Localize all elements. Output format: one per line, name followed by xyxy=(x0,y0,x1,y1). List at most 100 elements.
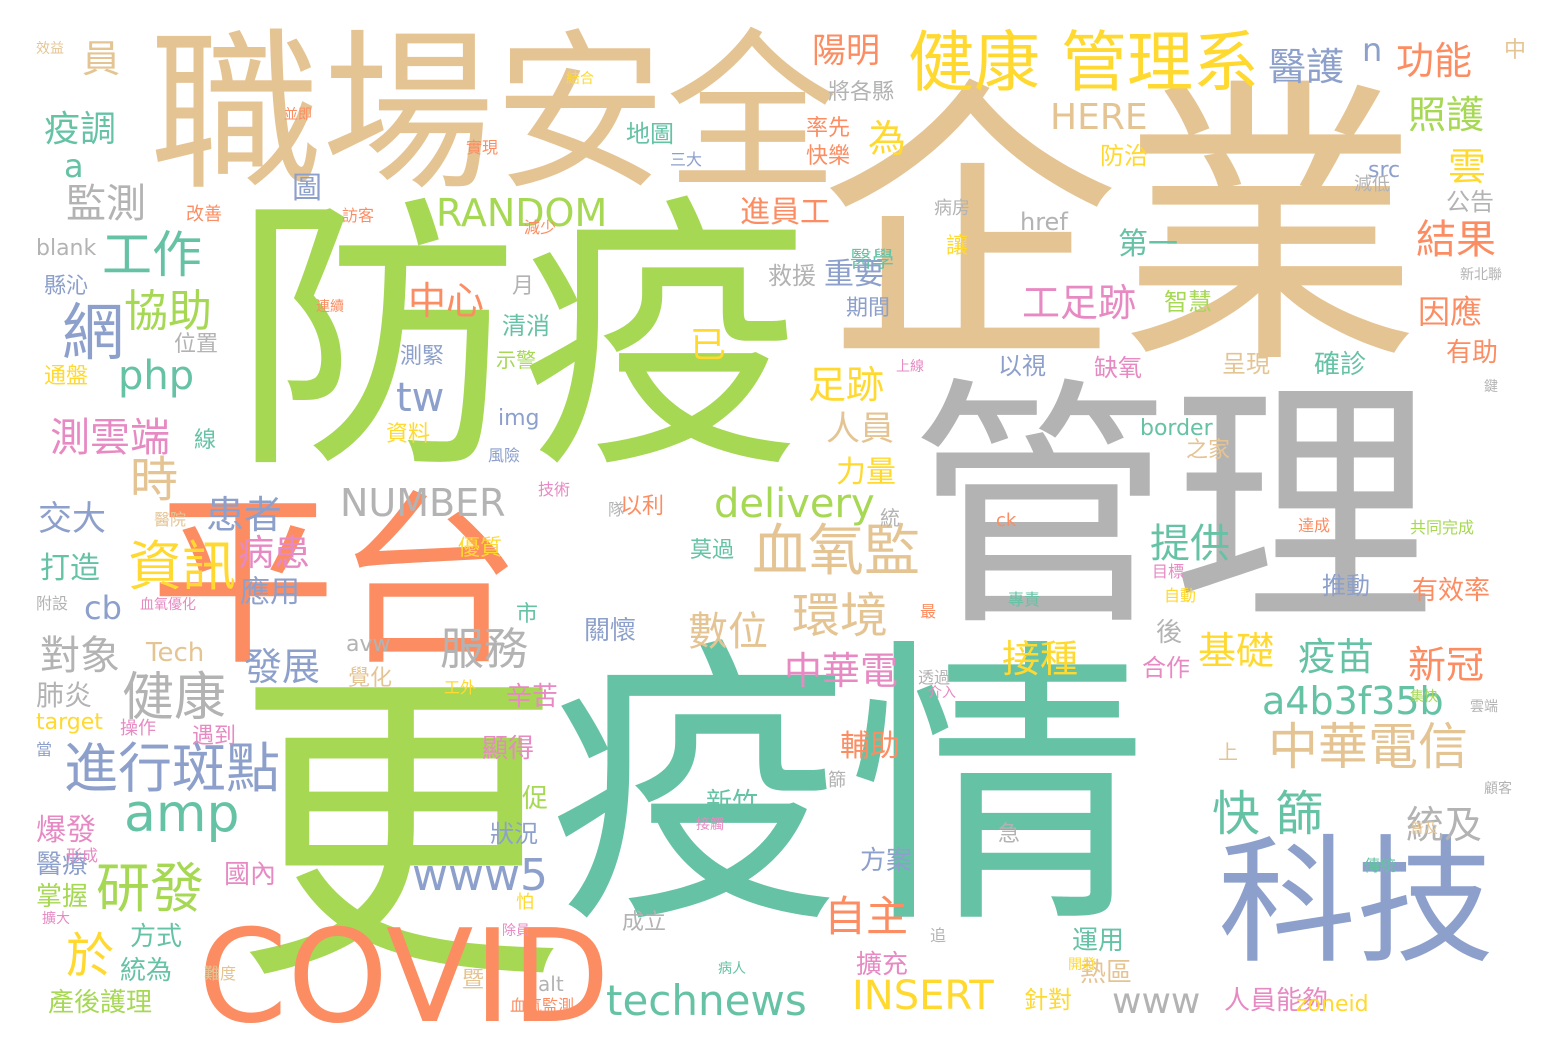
word: n xyxy=(1362,31,1383,69)
word: delivery xyxy=(714,481,875,527)
word: 方案 xyxy=(860,846,913,876)
word: 發展 xyxy=(244,645,321,689)
word: 資訊 xyxy=(128,535,236,598)
word: 隊 xyxy=(608,500,625,519)
word: 清消 xyxy=(502,312,550,340)
word: 線 xyxy=(194,428,217,453)
word: 接觸 xyxy=(696,817,724,833)
word: 病人 xyxy=(718,961,746,977)
word: 通盤 xyxy=(44,364,89,389)
word: 效益 xyxy=(36,41,64,57)
word: 足跡 xyxy=(808,363,885,407)
word: zoneid xyxy=(1296,992,1369,1017)
word: ck xyxy=(996,510,1017,531)
word: 率先 xyxy=(806,116,851,141)
word: 疫苗 xyxy=(1298,635,1375,679)
word: 服務 xyxy=(440,624,528,675)
word: 縣沁 xyxy=(44,274,89,299)
word: 方式 xyxy=(130,922,183,952)
word: 打造 xyxy=(40,551,100,586)
word: 因應 xyxy=(1418,293,1483,331)
word: php xyxy=(118,353,195,399)
word: 醫護 xyxy=(1268,45,1345,89)
word: 自主 xyxy=(824,892,909,941)
word: 圖 xyxy=(292,171,322,206)
word: tw xyxy=(396,375,445,421)
word: 公告 xyxy=(1446,188,1494,216)
word: 網 xyxy=(62,296,125,369)
word: 怕 xyxy=(516,892,534,913)
word: 追 xyxy=(930,926,947,945)
word: 中華電 xyxy=(784,649,899,693)
word: COVID xyxy=(198,903,610,1052)
word: 測緊 xyxy=(400,344,445,369)
word: 肺炎 xyxy=(36,679,93,712)
word: 操作 xyxy=(120,718,156,739)
word: 力量 xyxy=(836,455,896,490)
word: 監測 xyxy=(66,181,146,227)
word: NUMBER xyxy=(340,481,506,525)
word: 結果 xyxy=(1416,217,1496,263)
word: 更 xyxy=(234,641,564,1025)
word: 遇到 xyxy=(192,724,237,749)
word: 篩 xyxy=(828,770,846,791)
word: 成立 xyxy=(622,910,667,935)
word: 市 xyxy=(516,602,539,627)
word: 合作 xyxy=(1142,654,1190,682)
word: 健康 xyxy=(122,668,227,728)
word: 病房 xyxy=(934,198,970,219)
word: 產後護理 xyxy=(48,988,153,1018)
word: www xyxy=(1112,981,1201,1022)
word: 呈現 xyxy=(1222,350,1270,378)
word: 中心 xyxy=(408,279,485,323)
word: 病患 xyxy=(238,533,311,574)
word: 快樂 xyxy=(806,144,851,169)
word: 針對 xyxy=(1024,986,1072,1014)
word: 雲端 xyxy=(1470,699,1498,715)
word: 對象 xyxy=(40,633,120,679)
word: 普及 xyxy=(1410,821,1438,837)
word: RANDOM xyxy=(436,191,608,235)
word: 血氧監測 xyxy=(510,996,575,1015)
word: 新北聯 xyxy=(1460,267,1502,283)
word: 救援 xyxy=(768,262,816,290)
word: 統及 xyxy=(1406,803,1483,847)
word: 智慧 xyxy=(1164,288,1212,316)
word: 上線 xyxy=(896,359,924,375)
word: 照護 xyxy=(1408,93,1485,137)
word: 顯得 xyxy=(482,734,535,764)
word: INSERT xyxy=(852,973,994,1019)
word: 工作 xyxy=(102,226,202,284)
word: 第一 xyxy=(1118,227,1178,262)
word: 結合 xyxy=(566,71,594,87)
word: 協助 xyxy=(124,286,212,337)
word: cb xyxy=(84,589,122,627)
word: 專責 xyxy=(1008,590,1041,609)
word: 將各縣 xyxy=(828,80,895,105)
word: 輔助 xyxy=(840,729,900,764)
word: 掌握 xyxy=(36,882,89,912)
word: 減低 xyxy=(1354,174,1390,195)
word: 自動 xyxy=(1164,586,1197,605)
word: 減少 xyxy=(524,218,557,237)
word: amp xyxy=(124,784,240,844)
word: target xyxy=(36,710,103,735)
word: 急 xyxy=(998,822,1021,847)
word: 企業 xyxy=(820,55,1420,404)
word: src xyxy=(1368,158,1401,183)
word: 工外 xyxy=(444,678,477,697)
word: 確診 xyxy=(1314,350,1367,380)
word: 資料 xyxy=(386,422,431,447)
word: 當 xyxy=(36,740,53,759)
word: 快 篩 xyxy=(1212,786,1324,842)
word: 顧客 xyxy=(1484,781,1512,797)
word: 傳統 xyxy=(1364,856,1397,875)
word: 達成 xyxy=(1298,516,1331,535)
word: 重要 xyxy=(824,257,884,292)
word: 月 xyxy=(512,274,535,299)
word: 人員能夠 xyxy=(1224,986,1329,1016)
word: 血氧監 xyxy=(752,519,920,584)
word: 示警 xyxy=(496,348,536,372)
word: 共同完成 xyxy=(1410,518,1475,537)
word: 接種 xyxy=(1002,637,1079,681)
